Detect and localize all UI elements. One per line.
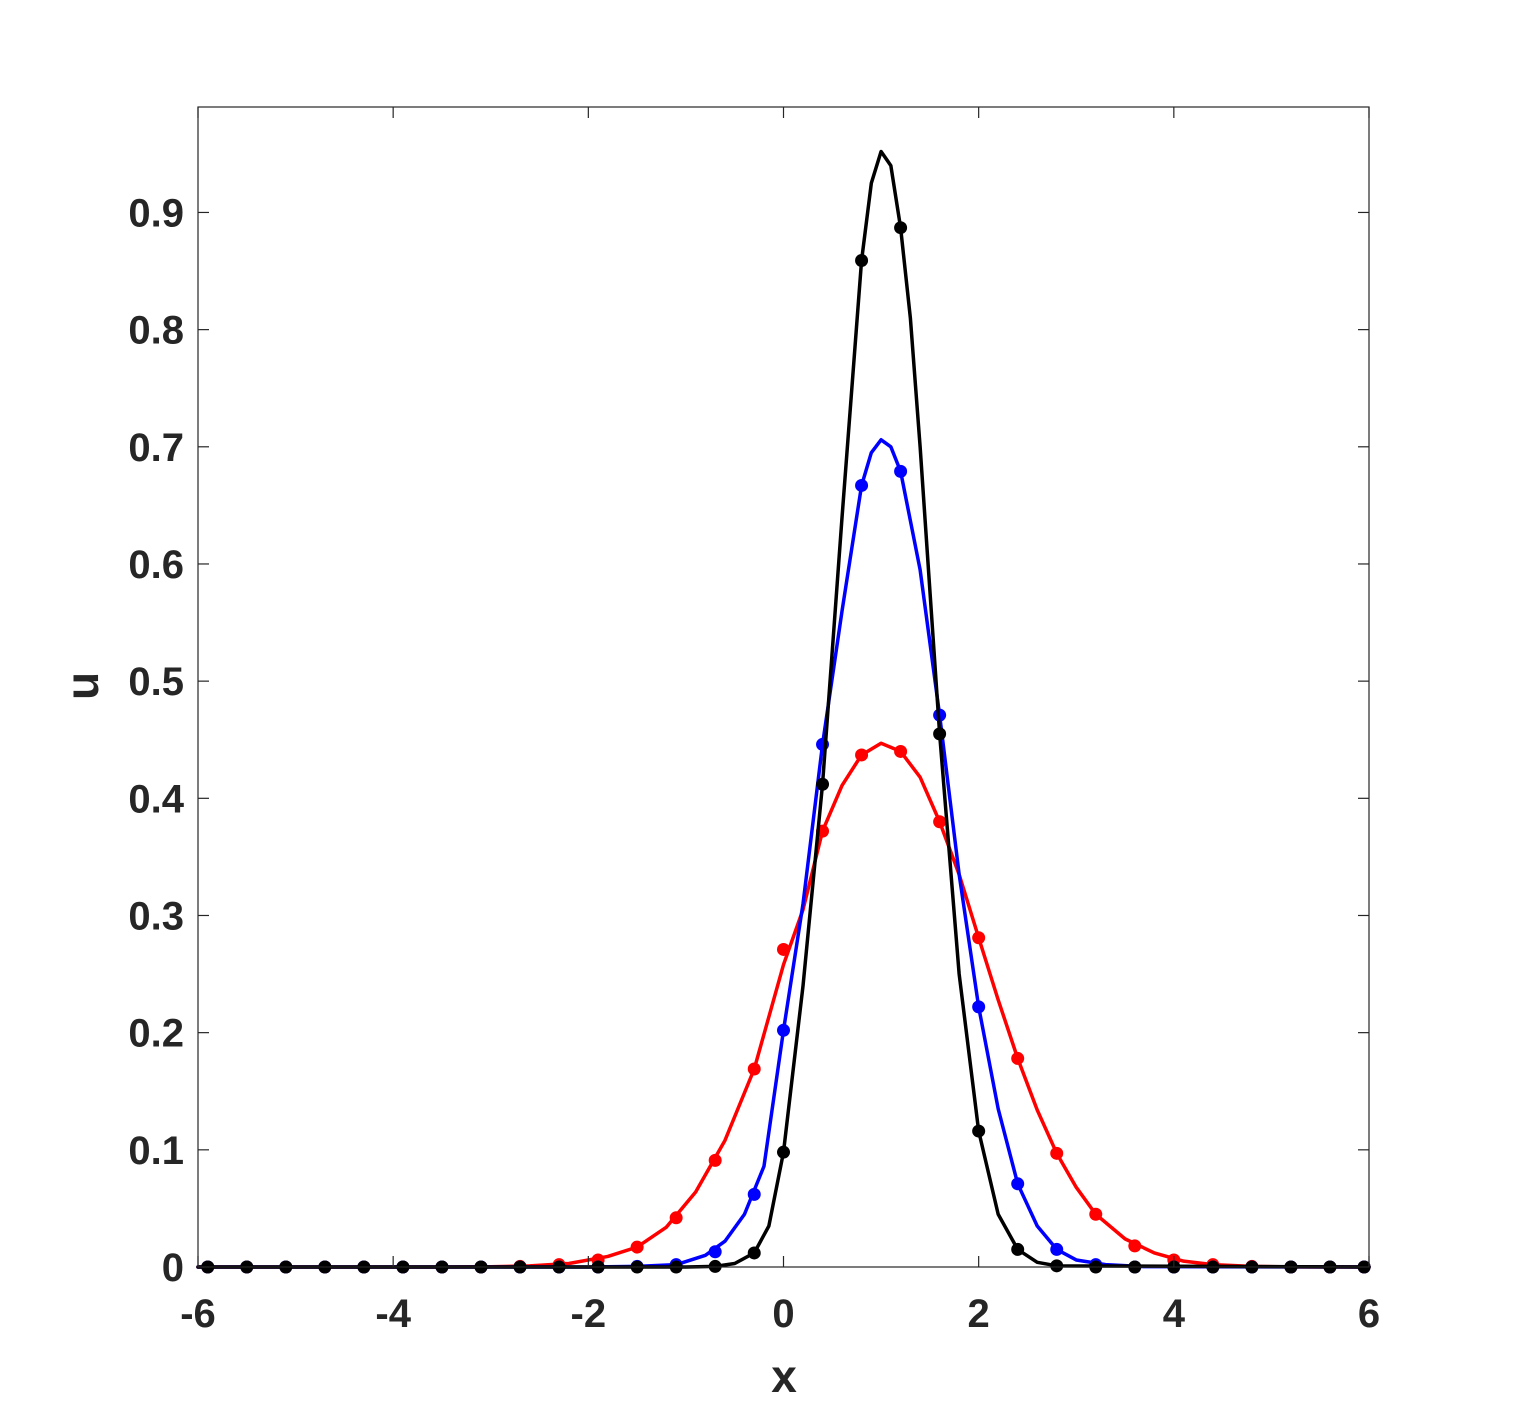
data-point	[1050, 1146, 1064, 1160]
x-tick-label: 4	[1163, 1292, 1186, 1336]
y-tick-label: 0.8	[128, 309, 184, 353]
data-point	[708, 1153, 722, 1167]
y-axis-label: u	[56, 672, 108, 700]
data-point	[972, 1124, 986, 1138]
data-point	[777, 1145, 790, 1159]
data-point	[1050, 1242, 1064, 1256]
data-point	[669, 1211, 683, 1225]
data-point	[777, 1023, 790, 1037]
tick-layer: -6 -4 -2 0 2 4 6 0 0.1 0.2 0.3 0.4 0.5 0.6 0.7 0.8 0.9	[128, 107, 1380, 1336]
data-point	[1011, 1242, 1025, 1256]
y-tick-label: 0.1	[128, 1129, 184, 1173]
data-point	[855, 748, 869, 762]
data-point	[747, 1187, 761, 1201]
data-point	[816, 777, 830, 791]
data-point	[747, 1062, 761, 1076]
data-point	[1011, 1177, 1025, 1191]
series-line	[196, 741, 1371, 1269]
y-tick-label: 0.4	[128, 777, 184, 821]
data-point	[855, 253, 869, 267]
data-point	[777, 942, 790, 956]
data-point	[894, 744, 908, 758]
data-point	[708, 1245, 722, 1259]
data-point	[933, 815, 947, 829]
data-point	[933, 727, 947, 741]
series-line	[196, 438, 1371, 1269]
data-point	[1128, 1239, 1142, 1253]
x-tick-label: -2	[571, 1292, 607, 1336]
data-point	[972, 931, 986, 945]
data-point	[855, 478, 869, 492]
y-tick-label: 0.3	[128, 894, 184, 938]
x-tick-label: -6	[180, 1292, 216, 1336]
y-tick-label: 0	[162, 1246, 184, 1290]
y-tick-label: 0.2	[128, 1012, 184, 1056]
x-axis-label: x	[771, 1350, 797, 1402]
y-tick-label: 0.5	[128, 660, 184, 704]
plot-frame	[197, 106, 1370, 1268]
data-point	[1089, 1207, 1103, 1221]
x-tick-label: 6	[1358, 1292, 1380, 1336]
x-tick-label: 0	[772, 1292, 794, 1336]
data-point	[747, 1246, 761, 1260]
data-point	[1011, 1051, 1025, 1065]
y-tick-label: 0.6	[128, 543, 184, 587]
data-point	[894, 221, 908, 235]
plot-background	[198, 107, 1369, 1267]
data-point	[630, 1240, 644, 1254]
y-tick-label: 0.7	[128, 426, 184, 470]
data-point	[1050, 1259, 1064, 1273]
x-tick-label: 2	[968, 1292, 990, 1336]
x-tick-label: -4	[375, 1292, 411, 1336]
data-point	[972, 1000, 986, 1014]
data-point	[894, 464, 908, 478]
y-tick-label: 0.9	[128, 191, 184, 235]
